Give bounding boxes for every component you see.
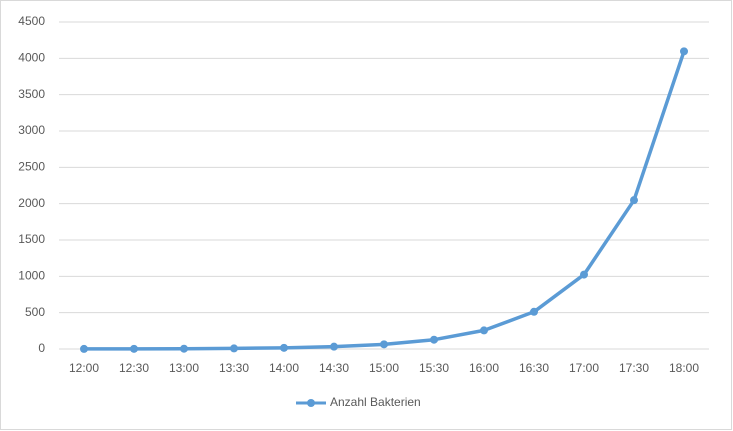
- y-tick-label: 0: [38, 341, 45, 355]
- legend-marker: [307, 399, 315, 407]
- data-point: [480, 326, 488, 335]
- x-tick-label: 13:30: [219, 361, 249, 375]
- data-point: [430, 335, 438, 344]
- data-point: [280, 343, 288, 352]
- x-tick-label: 13:00: [169, 361, 199, 375]
- x-tick-label: 17:30: [619, 361, 649, 375]
- data-point: [680, 47, 688, 56]
- x-tick-label: 14:30: [319, 361, 349, 375]
- data-point: [580, 270, 588, 279]
- data-point: [530, 307, 538, 316]
- data-point: [180, 344, 188, 353]
- x-tick-label: 17:00: [569, 361, 599, 375]
- data-point: [630, 196, 638, 205]
- data-point: [330, 342, 338, 351]
- data-point: [230, 344, 238, 353]
- y-tick-label: 2500: [18, 160, 45, 174]
- y-tick-label: 1000: [18, 269, 45, 283]
- data-point: [130, 344, 138, 353]
- x-tick-label: 16:30: [519, 361, 549, 375]
- x-tick-label: 12:00: [69, 361, 99, 375]
- x-tick-label: 16:00: [469, 361, 499, 375]
- y-tick-label: 4500: [18, 14, 45, 28]
- x-tick-label: 14:00: [269, 361, 299, 375]
- y-tick-label: 3500: [18, 87, 45, 101]
- x-tick-label: 12:30: [119, 361, 149, 375]
- x-tick-label: 18:00: [669, 361, 699, 375]
- y-tick-label: 1500: [18, 232, 45, 246]
- y-tick-label: 2000: [18, 196, 45, 210]
- y-tick-label: 3000: [18, 123, 45, 137]
- data-point: [80, 344, 88, 353]
- legend-label: Anzahl Bakterien: [330, 395, 421, 409]
- data-point: [380, 340, 388, 349]
- y-tick-label: 4000: [18, 51, 45, 65]
- y-tick-label: 500: [25, 305, 45, 319]
- x-tick-label: 15:30: [419, 361, 449, 375]
- x-tick-label: 15:00: [369, 361, 399, 375]
